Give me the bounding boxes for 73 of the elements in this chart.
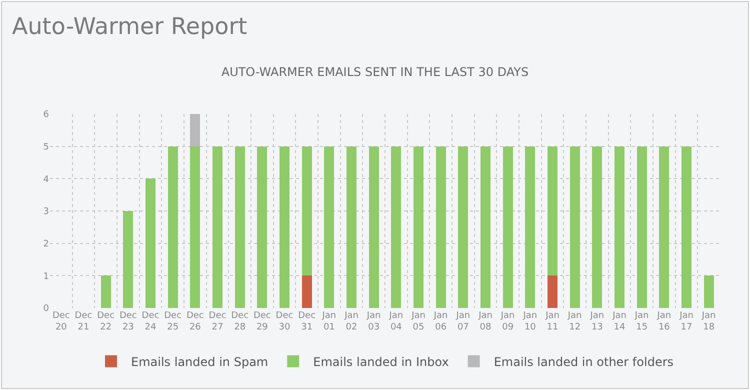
y-tick-label: 6 [43,110,50,120]
x-tick-label: Jan 11 [544,311,560,333]
legend-label: Emails landed in Spam [131,354,268,369]
x-tick-label: Dec 26 [186,311,204,333]
x-tick-label: Jan 02 [344,311,358,333]
bar [681,146,692,308]
x-tick-label: Dec 20 [52,311,70,333]
x-tick-label: Dec 21 [74,311,92,333]
x-tick-label: Jan 13 [589,311,604,333]
bar [212,146,223,308]
x-tick-label: Jan 03 [366,311,381,333]
legend-label: Emails landed in other folders [494,354,674,369]
bar [279,146,290,308]
bar [436,146,446,308]
bar [614,146,625,308]
y-tick-label: 5 [43,142,49,152]
x-tick-label: Jan 17 [678,311,694,333]
x-tick-label: Jan 07 [455,311,470,333]
x-tick-label: Dec 27 [208,311,226,333]
x-tick-label: Jan 18 [700,311,716,333]
bar [234,146,245,308]
x-tick-label: Jan 09 [500,311,515,333]
chart-title: Auto-Warmer Report [12,14,248,40]
x-tick-label: Dec 29 [253,311,271,333]
x-tick-label: Dec 22 [97,311,115,333]
y-tick-label: 0 [43,304,50,314]
x-tick-label: Jan 08 [478,311,492,333]
x-tick-label: Dec 23 [119,311,137,333]
bar [190,146,200,308]
x-tick-label: Jan 10 [522,311,538,333]
x-tick-label: Dec 30 [276,311,294,333]
bar [480,146,491,308]
bar [704,276,714,308]
x-tick-label: Dec 25 [164,311,182,333]
x-tick-label: Jan 16 [656,311,672,333]
bar [547,276,558,308]
y-tick-label: 3 [43,207,49,218]
bar [458,146,468,308]
x-tick-label: Dec 24 [142,311,160,333]
bar [302,276,312,308]
x-tick-label: Jan 15 [634,311,649,333]
y-tick-label: 4 [43,174,50,185]
bar [413,146,424,308]
x-tick-label: Jan 04 [388,311,404,333]
bar [302,146,312,276]
bar [592,146,602,308]
x-tick-label: Jan 14 [612,311,626,333]
x-tick-label: Jan 05 [410,311,426,333]
bar [123,211,134,308]
bar [636,146,647,308]
bar [168,146,178,308]
bar [190,114,200,146]
bar [100,276,111,308]
bar [547,146,558,276]
bar [346,146,357,308]
bar [502,146,513,308]
bar [324,146,334,308]
x-tick-label: Dec 31 [298,311,316,333]
chart-subtitle: AUTO-WARMER EMAILS SENT IN THE LAST 30 DAYS [221,64,529,79]
x-tick-label: Jan 06 [432,311,448,333]
bar [659,146,670,308]
bar [391,146,402,308]
bar [257,146,268,308]
x-tick-label: Jan 12 [566,311,582,333]
bar [525,146,536,308]
x-tick-label: Dec 28 [231,311,249,333]
bar [570,146,580,308]
y-tick-label: 2 [43,239,49,250]
legend-label: Emails landed in Inbox [313,354,449,369]
bar [145,178,156,308]
x-tick-label: Jan 01 [321,311,336,333]
y-tick-label: 1 [43,272,49,282]
bar [368,146,379,308]
